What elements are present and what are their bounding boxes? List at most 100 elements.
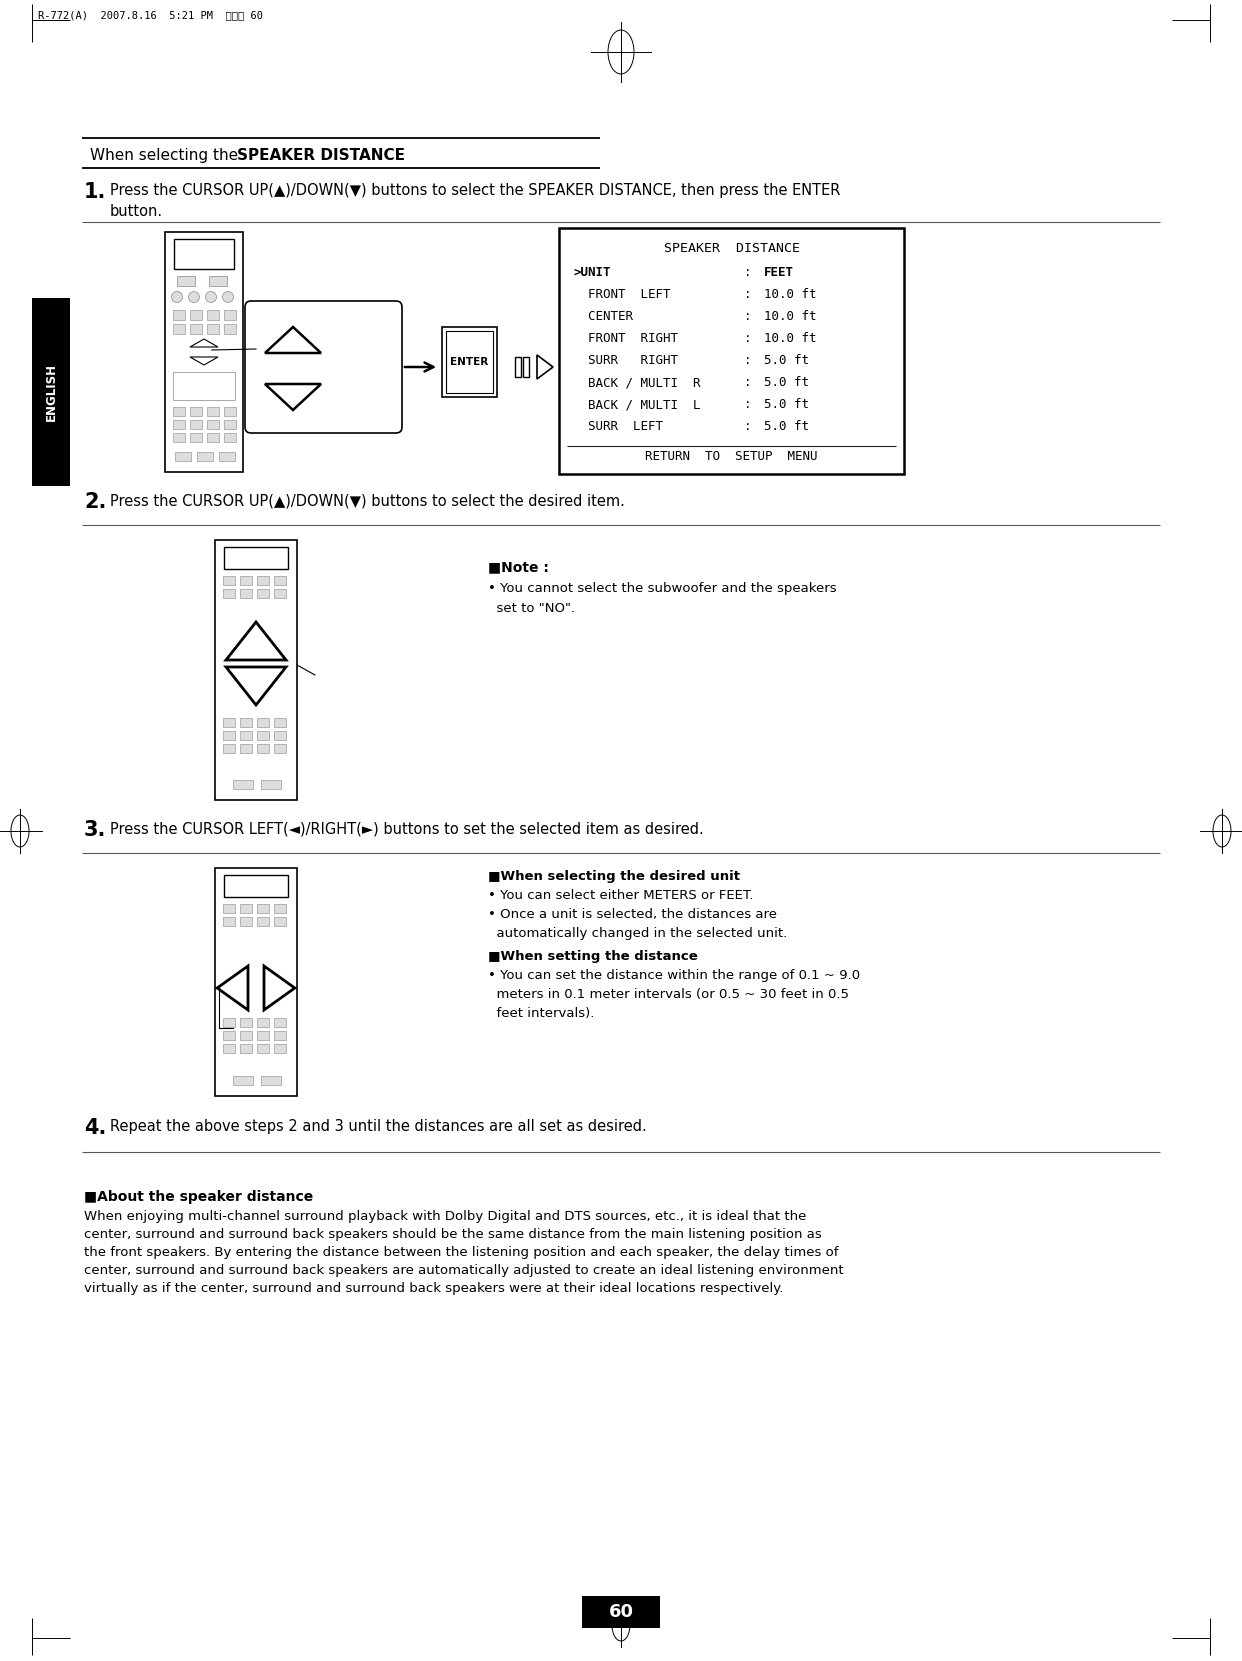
Bar bbox=[233, 781, 253, 789]
Circle shape bbox=[205, 291, 216, 302]
Text: Repeat the above steps 2 and 3 until the distances are all set as desired.: Repeat the above steps 2 and 3 until the… bbox=[111, 1120, 647, 1134]
Text: 2.: 2. bbox=[84, 492, 107, 512]
Text: 5.0 ft: 5.0 ft bbox=[764, 399, 809, 410]
Bar bbox=[274, 1018, 286, 1026]
Bar bbox=[257, 718, 270, 728]
Text: BACK / MULTI  R: BACK / MULTI R bbox=[573, 375, 700, 389]
Bar bbox=[173, 407, 185, 415]
Text: • You can set the distance within the range of 0.1 ~ 9.0: • You can set the distance within the ra… bbox=[488, 968, 861, 982]
Text: :: : bbox=[744, 354, 751, 367]
Text: • You can select either METERS or FEET.: • You can select either METERS or FEET. bbox=[488, 889, 754, 902]
Text: center, surround and surround back speakers are automatically adjusted to create: center, surround and surround back speak… bbox=[84, 1264, 843, 1277]
Bar bbox=[274, 590, 286, 598]
Text: FEET: FEET bbox=[764, 266, 794, 279]
Bar bbox=[224, 576, 235, 585]
Bar bbox=[257, 1045, 270, 1053]
Bar bbox=[240, 1045, 252, 1053]
Bar bbox=[190, 324, 202, 334]
Bar bbox=[257, 590, 270, 598]
Bar bbox=[207, 407, 219, 415]
Text: center, surround and surround back speakers should be the same distance from the: center, surround and surround back speak… bbox=[84, 1227, 822, 1241]
Bar bbox=[257, 576, 270, 585]
Text: ■Note :: ■Note : bbox=[488, 560, 549, 575]
Bar bbox=[442, 327, 497, 397]
Circle shape bbox=[171, 291, 183, 302]
Text: BACK / MULTI  L: BACK / MULTI L bbox=[573, 399, 700, 410]
Bar bbox=[175, 452, 191, 462]
Bar bbox=[240, 904, 252, 914]
Bar bbox=[257, 904, 270, 914]
Text: 10.0 ft: 10.0 ft bbox=[764, 311, 816, 322]
Text: SPEAKER DISTANCE: SPEAKER DISTANCE bbox=[237, 148, 405, 163]
Bar bbox=[178, 276, 195, 286]
Bar bbox=[274, 744, 286, 752]
Text: When enjoying multi-channel surround playback with Dolby Digital and DTS sources: When enjoying multi-channel surround pla… bbox=[84, 1209, 806, 1222]
Bar bbox=[173, 420, 185, 429]
Bar bbox=[224, 875, 288, 897]
Text: When selecting the: When selecting the bbox=[89, 148, 243, 163]
Text: feet intervals).: feet intervals). bbox=[488, 1007, 595, 1020]
Text: automatically changed in the selected unit.: automatically changed in the selected un… bbox=[488, 927, 787, 940]
Bar bbox=[261, 781, 281, 789]
Bar bbox=[224, 590, 235, 598]
Bar bbox=[173, 324, 185, 334]
Text: RETURN  TO  SETUP  MENU: RETURN TO SETUP MENU bbox=[646, 450, 817, 463]
Bar bbox=[274, 904, 286, 914]
Bar bbox=[173, 434, 185, 442]
Text: :: : bbox=[744, 420, 751, 434]
Text: FRONT  RIGHT: FRONT RIGHT bbox=[573, 332, 678, 345]
Text: • You cannot select the subwoofer and the speakers: • You cannot select the subwoofer and th… bbox=[488, 581, 837, 595]
Circle shape bbox=[189, 291, 200, 302]
Bar bbox=[261, 1076, 281, 1085]
Text: Press the CURSOR UP(▲)/DOWN(▼) buttons to select the SPEAKER DISTANCE, then pres: Press the CURSOR UP(▲)/DOWN(▼) buttons t… bbox=[111, 183, 841, 198]
Bar bbox=[207, 434, 219, 442]
Bar bbox=[197, 452, 212, 462]
Text: SURR  LEFT: SURR LEFT bbox=[573, 420, 663, 434]
Text: SPEAKER  DISTANCE: SPEAKER DISTANCE bbox=[663, 243, 800, 256]
Bar bbox=[190, 434, 202, 442]
Bar bbox=[215, 869, 297, 1096]
Bar bbox=[233, 1076, 253, 1085]
Text: >UNIT: >UNIT bbox=[573, 266, 611, 279]
Bar bbox=[207, 420, 219, 429]
Text: Press the CURSOR UP(▲)/DOWN(▼) buttons to select the desired item.: Press the CURSOR UP(▲)/DOWN(▼) buttons t… bbox=[111, 493, 625, 508]
Bar bbox=[515, 357, 520, 377]
Bar bbox=[224, 546, 288, 570]
Text: 5.0 ft: 5.0 ft bbox=[764, 354, 809, 367]
Bar bbox=[257, 731, 270, 741]
Bar bbox=[224, 904, 235, 914]
Text: CENTER: CENTER bbox=[573, 311, 633, 322]
Text: 4.: 4. bbox=[84, 1118, 107, 1138]
Text: 10.0 ft: 10.0 ft bbox=[764, 332, 816, 345]
Bar bbox=[224, 420, 236, 429]
Bar bbox=[173, 311, 185, 321]
Text: :: : bbox=[744, 375, 751, 389]
Bar bbox=[224, 1045, 235, 1053]
Bar bbox=[240, 744, 252, 752]
Bar bbox=[190, 311, 202, 321]
Bar bbox=[190, 420, 202, 429]
Text: ■When setting the distance: ■When setting the distance bbox=[488, 950, 698, 963]
Bar bbox=[224, 1031, 235, 1040]
Text: 5.0 ft: 5.0 ft bbox=[764, 420, 809, 434]
Bar bbox=[240, 576, 252, 585]
Bar bbox=[224, 434, 236, 442]
Text: • Once a unit is selected, the distances are: • Once a unit is selected, the distances… bbox=[488, 909, 777, 920]
Bar bbox=[523, 357, 529, 377]
Text: R-772(A)  2007.8.16  5:21 PM  페이지 60: R-772(A) 2007.8.16 5:21 PM 페이지 60 bbox=[39, 10, 263, 20]
Text: FRONT  LEFT: FRONT LEFT bbox=[573, 287, 671, 301]
Bar bbox=[240, 590, 252, 598]
Bar bbox=[274, 718, 286, 728]
Text: ENGLISH: ENGLISH bbox=[45, 364, 57, 420]
Text: :: : bbox=[744, 287, 751, 301]
Bar bbox=[174, 239, 233, 269]
Bar bbox=[209, 276, 227, 286]
Bar bbox=[224, 917, 235, 925]
Bar bbox=[190, 407, 202, 415]
Text: :: : bbox=[744, 311, 751, 322]
Text: 3.: 3. bbox=[84, 821, 107, 840]
Bar bbox=[224, 324, 236, 334]
Bar bbox=[240, 1018, 252, 1026]
Bar bbox=[274, 731, 286, 741]
Text: SURR   RIGHT: SURR RIGHT bbox=[573, 354, 678, 367]
